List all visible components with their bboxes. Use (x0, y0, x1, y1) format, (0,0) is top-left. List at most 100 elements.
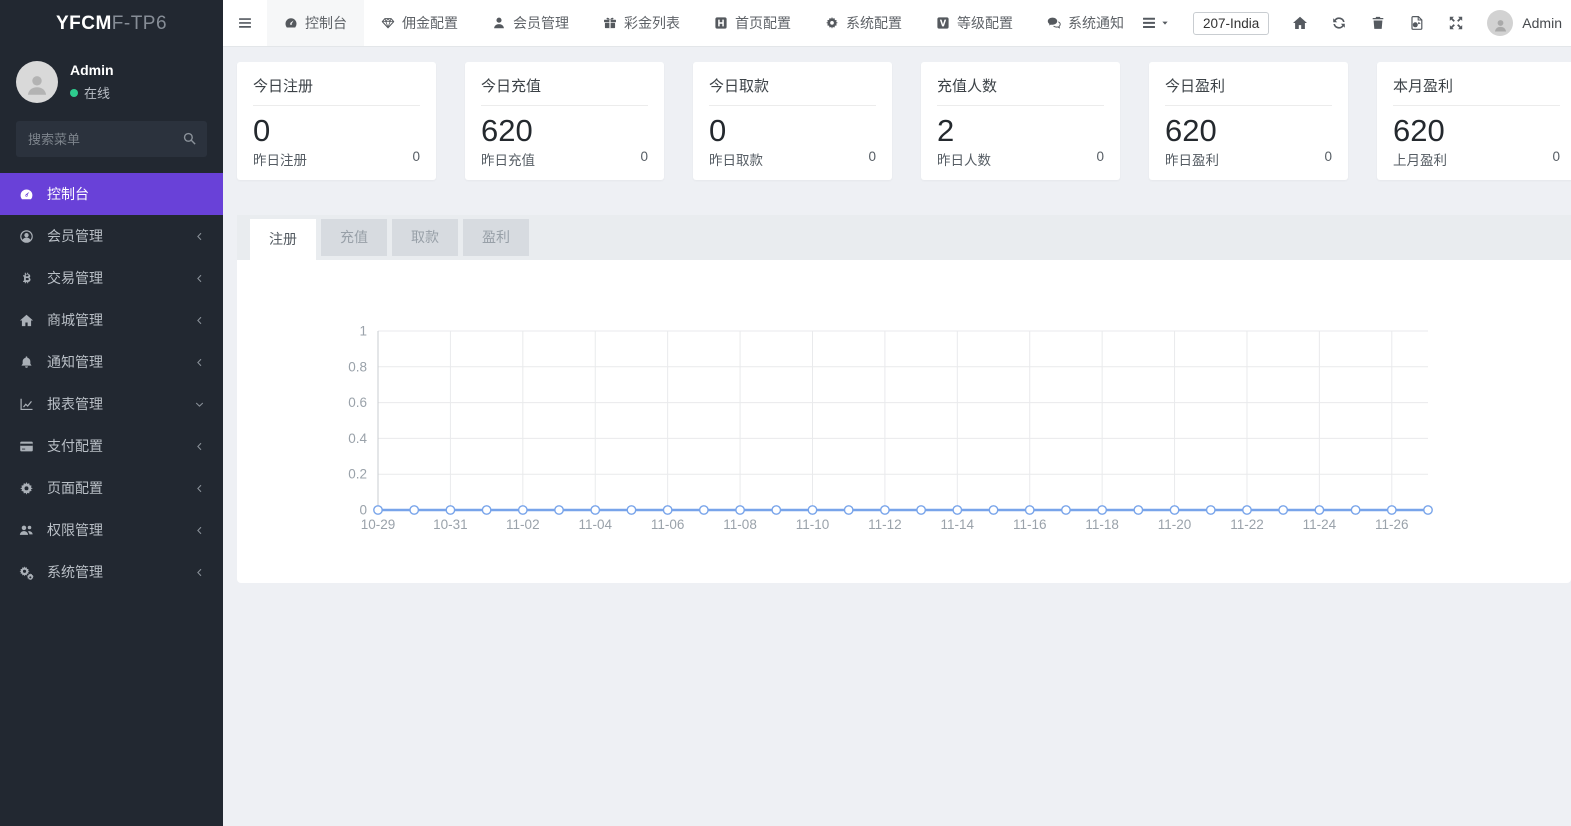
chevron-left-icon (194, 441, 205, 452)
online-dot (70, 88, 78, 97)
gear-icon (19, 481, 34, 496)
sidebar-item-page-config[interactable]: 页面配置 (0, 467, 223, 509)
svg-text:11-26: 11-26 (1375, 517, 1409, 532)
sidebar-toggle-button[interactable] (223, 0, 267, 46)
stat-sub-label: 上月盈利 (1393, 153, 1447, 168)
stat-title: 今日盈利 (1165, 78, 1226, 95)
svg-text:11-06: 11-06 (651, 517, 685, 532)
logo-light: F-TP6 (111, 12, 168, 34)
stat-card-today-profit: 今日盈利 620 昨日盈利 0 (1149, 62, 1348, 180)
topnav-commission-config[interactable]: 佣金配置 (364, 0, 475, 46)
chevron-down-icon (194, 399, 205, 410)
sidebar-item-label: 通知管理 (47, 354, 103, 370)
stat-card-today-deposit: 今日充值 620 昨日充值 0 (465, 62, 664, 180)
stat-value: 620 (1165, 113, 1217, 148)
sidebar-item-label: 权限管理 (47, 522, 103, 538)
stat-title: 充值人数 (937, 78, 998, 95)
sidebar-item-transactions[interactable]: 交易管理 (0, 257, 223, 299)
topnav-label: 首页配置 (735, 15, 791, 31)
sidebar-item-permissions[interactable]: 权限管理 (0, 509, 223, 551)
sidebar-item-notifications[interactable]: 通知管理 (0, 341, 223, 383)
sidebar-item-label: 系统管理 (47, 564, 103, 580)
sidebar-item-members[interactable]: 会员管理 (0, 215, 223, 257)
online-status: 在线 (84, 86, 111, 101)
logo-bold: YFCM (55, 12, 112, 34)
stat-cards-row: 今日注册 0 昨日注册 0 今日充值 620 昨日充值 0 今日取款 0 昨日取款 0… (237, 62, 1571, 180)
svg-text:0: 0 (359, 503, 367, 518)
sidebar-item-label: 商城管理 (47, 312, 103, 328)
sidebar-item-label: 会员管理 (47, 228, 103, 244)
member-icon (19, 229, 34, 244)
user-icon (492, 16, 506, 30)
sidebar-item-mall[interactable]: 商城管理 (0, 299, 223, 341)
stat-card-today-register: 今日注册 0 昨日注册 0 (237, 62, 436, 180)
stat-card-month-profit: 本月盈利 620 上月盈利 0 (1377, 62, 1571, 180)
tab-withdraw[interactable]: 取款 (392, 219, 458, 256)
topbar: 控制台 佣金配置 会员管理 彩金列表 首页配置 系统配置 等级配置 系统通知 (223, 0, 1571, 47)
sidebar-item-system[interactable]: 系统管理 (0, 551, 223, 593)
stat-title: 本月盈利 (1393, 78, 1454, 95)
stat-sub-value: 0 (1552, 149, 1560, 164)
stat-card-deposit-users: 充值人数 2 昨日人数 0 (921, 62, 1120, 180)
topnav-level-config[interactable]: 等级配置 (919, 0, 1030, 46)
stat-value: 0 (253, 113, 271, 148)
tab-register[interactable]: 注册 (250, 219, 316, 260)
stat-sub-value: 0 (412, 149, 420, 164)
person-icon (1492, 17, 1509, 34)
chevron-left-icon (194, 483, 205, 494)
menu-list-dropdown[interactable] (1141, 15, 1170, 31)
credit-card-icon (19, 439, 34, 454)
user-profile: Admin 在线 (0, 47, 223, 113)
v-square-icon (936, 16, 950, 30)
svg-text:11-18: 11-18 (1085, 517, 1119, 532)
tab-profit[interactable]: 盈利 (463, 219, 529, 256)
topbar-user[interactable]: Admin (1487, 10, 1562, 36)
sidebar-item-reports[interactable]: 报表管理 (0, 383, 223, 425)
expand-icon[interactable] (1448, 15, 1464, 31)
sidebar-menu: 控制台 会员管理 交易管理 商城管理 通知管理 报表管理 (0, 173, 223, 593)
main-content: 今日注册 0 昨日注册 0 今日充值 620 昨日充值 0 今日取款 0 昨日取款 0… (223, 47, 1571, 826)
search-icon[interactable] (182, 131, 197, 146)
refresh-icon[interactable] (1331, 15, 1347, 31)
svg-text:11-08: 11-08 (723, 517, 757, 532)
topnav-dashboard[interactable]: 控制台 (267, 0, 364, 46)
search-input[interactable] (16, 121, 207, 157)
gear-icon (825, 16, 839, 30)
site-selector[interactable]: 207-India (1193, 11, 1270, 35)
menu-list-icon (1141, 15, 1157, 31)
topnav-system-config[interactable]: 系统配置 (808, 0, 919, 46)
trash-icon[interactable] (1370, 15, 1386, 31)
topnav-members[interactable]: 会员管理 (475, 0, 586, 46)
chevron-left-icon (194, 315, 205, 326)
topnav-bonus-list[interactable]: 彩金列表 (586, 0, 697, 46)
svg-text:11-04: 11-04 (578, 517, 612, 532)
bell-icon (19, 355, 34, 370)
avatar (16, 61, 58, 103)
stat-sub-label: 昨日注册 (253, 153, 307, 168)
chevron-left-icon (194, 357, 205, 368)
bitcoin-icon (19, 271, 34, 286)
topnav-label: 控制台 (305, 15, 347, 31)
svg-text:1: 1 (359, 324, 367, 339)
topnav-system-notice[interactable]: 系统通知 (1030, 0, 1141, 46)
tab-deposit[interactable]: 充值 (321, 219, 387, 256)
topnav-homepage-config[interactable]: 首页配置 (697, 0, 808, 46)
dashboard-icon (284, 16, 298, 30)
svg-text:11-14: 11-14 (941, 517, 975, 532)
sidebar-item-payment-config[interactable]: 支付配置 (0, 425, 223, 467)
app-logo: YFCM F-TP6 (0, 0, 223, 47)
caret-down-icon (1160, 18, 1170, 28)
clear-cache-icon[interactable] (1409, 15, 1425, 31)
sidebar-item-label: 报表管理 (47, 396, 103, 412)
h-square-icon (714, 16, 728, 30)
stat-sub-value: 0 (1324, 149, 1332, 164)
sidebar-item-dashboard[interactable]: 控制台 (0, 173, 223, 215)
stat-sub-label: 昨日盈利 (1165, 153, 1219, 168)
topnav-label: 系统配置 (846, 15, 902, 31)
stat-sub-value: 0 (1096, 149, 1104, 164)
home-icon[interactable] (1292, 15, 1308, 31)
stat-title: 今日注册 (253, 78, 314, 95)
stat-card-today-withdraw: 今日取款 0 昨日取款 0 (693, 62, 892, 180)
comments-icon (1047, 16, 1061, 30)
